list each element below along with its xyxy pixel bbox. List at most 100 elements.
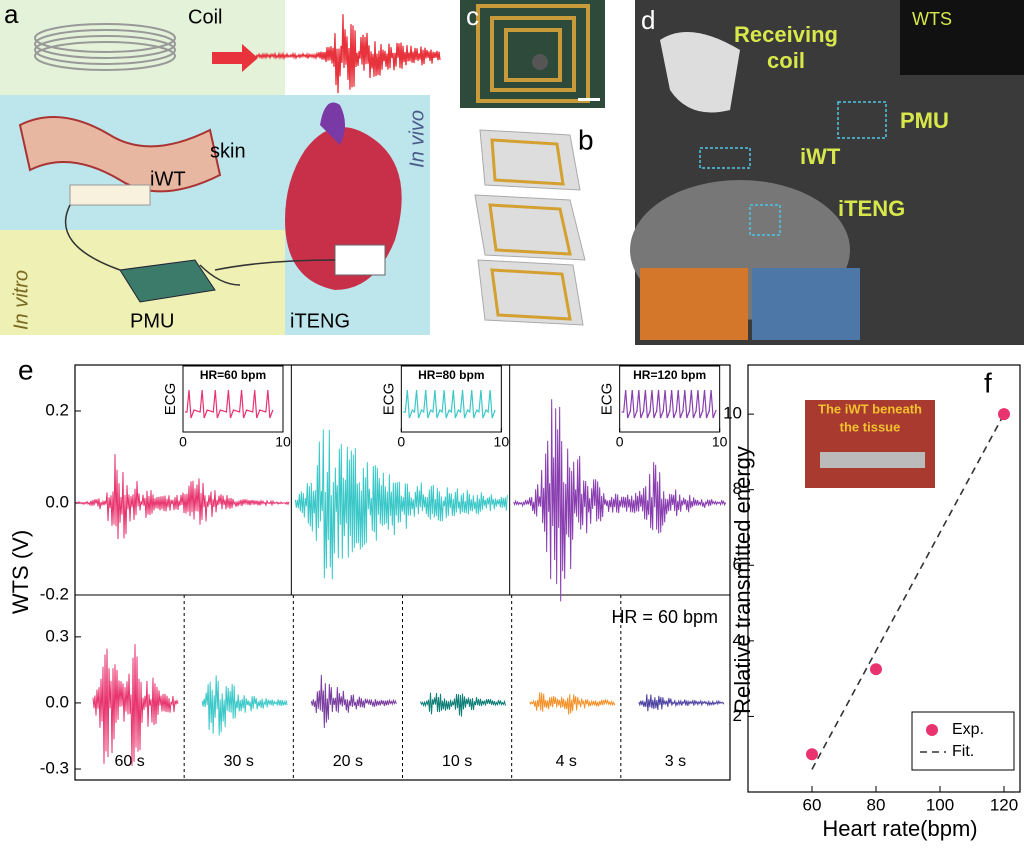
waveform-illustration <box>294 429 508 580</box>
inset-frame <box>400 365 502 433</box>
inset-x-tick-label: 0 <box>179 434 187 450</box>
label: skin <box>210 140 246 162</box>
legend-marker <box>926 724 938 736</box>
x-tick-label: 100 <box>926 795 954 814</box>
inset-x-tick-label: 0 <box>397 434 405 450</box>
layers-drawing <box>474 129 586 326</box>
x-tick-label: 120 <box>990 795 1018 814</box>
inset-frame <box>182 365 284 433</box>
label: PMU <box>900 108 949 133</box>
micrograph-coil <box>476 4 590 103</box>
ecg-illustration <box>403 389 496 419</box>
inset-title: HR=80 bpm <box>418 368 484 382</box>
label: In vivo <box>406 110 428 168</box>
signal-illustration <box>254 14 441 94</box>
label: iWT <box>150 168 186 190</box>
y-tick-label: -0.2 <box>40 584 69 603</box>
highlight-box <box>699 101 887 236</box>
x-category-label: 60 s <box>114 753 144 770</box>
y-tick-label: -0.3 <box>40 758 69 777</box>
waveform-illustration <box>76 454 290 540</box>
photo-inset <box>805 400 935 488</box>
y-axis-label: WTS (V) <box>8 530 33 614</box>
legend-label: Exp. <box>952 721 984 738</box>
photo-detail <box>820 452 925 468</box>
inset-x-tick-label: 0 <box>616 434 624 450</box>
data-point <box>998 408 1010 421</box>
panel-label: d <box>641 5 655 35</box>
data-point <box>806 748 818 761</box>
annotation: HR = 60 bpm <box>611 607 718 627</box>
inset-y-label: ECG <box>380 383 397 416</box>
label: Receiving <box>734 22 838 47</box>
ecg-illustration <box>621 389 717 419</box>
x-category-label: 3 s <box>665 753 686 770</box>
y-tick-label: 0.0 <box>45 492 69 511</box>
waveform-illustration <box>420 692 506 717</box>
label: iTENG <box>838 196 905 221</box>
legend-box <box>911 711 1015 771</box>
scale-bar <box>578 98 600 101</box>
arrow <box>212 44 258 72</box>
coil-drawing <box>34 23 176 71</box>
inset-x-tick-label: 10 <box>275 434 291 450</box>
iteng-drawing <box>334 244 386 276</box>
inset-x-tick-label: 10 <box>494 434 510 450</box>
plot-frame <box>74 364 731 781</box>
y-tick-label: 10 <box>723 404 742 423</box>
inset-text: the tissue <box>840 419 901 434</box>
panel-label: f <box>984 367 992 398</box>
x-category-label: 30 s <box>224 753 254 770</box>
iwt-drawing <box>69 184 151 206</box>
ecg-illustration <box>185 389 274 419</box>
waveform-illustration <box>529 692 616 715</box>
panel-label: b <box>578 124 594 155</box>
y-tick-label: 8 <box>733 479 742 498</box>
label: WTS <box>912 9 952 29</box>
waveform-illustration <box>638 694 725 712</box>
label: Coil <box>188 6 222 28</box>
inset-title: HR=60 bpm <box>200 368 266 382</box>
x-axis-label: Heart rate(bpm) <box>822 816 977 841</box>
x-category-label: 20 s <box>333 753 363 770</box>
inset-y-label: ECG <box>162 383 179 416</box>
wire <box>64 204 336 286</box>
waveform-illustration <box>201 675 288 736</box>
pmu-drawing <box>119 259 216 303</box>
label: PMU <box>130 310 174 332</box>
oscilloscope <box>900 0 1024 75</box>
micrograph-dot <box>532 54 548 70</box>
label: iTENG <box>290 310 350 332</box>
photo-inset <box>752 268 860 340</box>
panel-label: a <box>4 0 19 29</box>
heart-drawing <box>320 102 345 145</box>
waveform-illustration <box>92 644 179 766</box>
inset-title: HR=120 bpm <box>633 368 706 382</box>
inset-text: The iWT beneath <box>818 401 922 416</box>
y-tick-label: 2 <box>733 706 742 725</box>
y-tick-label: 0.0 <box>45 692 69 711</box>
panel-label: e <box>18 354 34 385</box>
x-category-label: 10 s <box>442 753 472 770</box>
legend-label: Fit. <box>952 743 974 760</box>
y-axis-label: Relative transmitted energy <box>730 446 755 714</box>
photo-detail <box>660 32 740 113</box>
plot-frame <box>747 364 1021 793</box>
waveform-illustration <box>310 674 397 728</box>
label: In vitro <box>10 270 32 330</box>
x-tick-label: 60 <box>803 795 822 814</box>
waveform-illustration <box>513 399 727 602</box>
x-category-label: 4 s <box>556 753 577 770</box>
y-tick-label: 0.2 <box>45 400 69 419</box>
fit-line <box>811 413 1005 770</box>
y-tick-label: 0.3 <box>45 626 69 645</box>
panel-label: c <box>466 1 479 31</box>
data-point <box>870 663 882 676</box>
skin-drawing <box>18 116 222 193</box>
y-tick-label: 6 <box>733 555 742 574</box>
inset-x-tick-label: 10 <box>712 434 728 450</box>
inset-y-label: ECG <box>599 383 616 416</box>
x-tick-label: 80 <box>867 795 886 814</box>
label: iWT <box>800 144 841 169</box>
